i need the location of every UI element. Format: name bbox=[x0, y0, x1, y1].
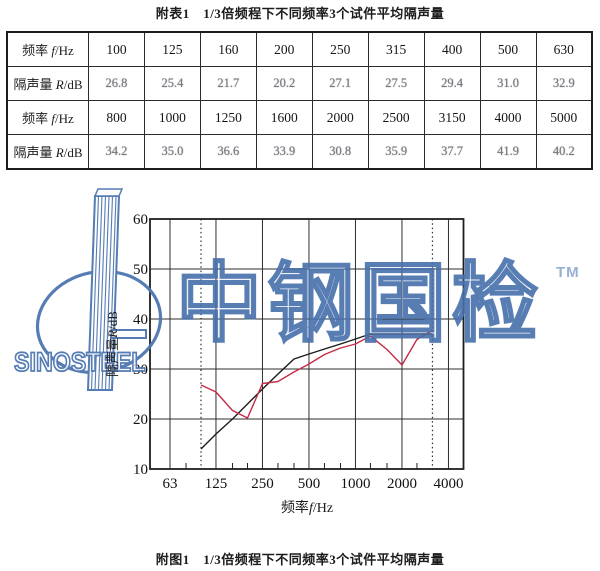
reference-curve bbox=[200, 333, 433, 450]
row-header-text: 频率 bbox=[22, 111, 52, 126]
row-header-text: /dB bbox=[63, 77, 83, 92]
y-tick-label: 60 bbox=[133, 212, 148, 228]
x-tick-label: 125 bbox=[205, 476, 228, 492]
table-value-cell: 25.4 bbox=[143, 66, 201, 101]
table-value-cell: 5000 bbox=[535, 100, 593, 135]
row-header-text: R bbox=[55, 145, 64, 160]
table-value-cell: 37.7 bbox=[423, 134, 481, 170]
x-tick-label: 500 bbox=[298, 476, 321, 492]
row-header-text: /dB bbox=[63, 145, 83, 160]
y-tick-label: 20 bbox=[133, 412, 148, 428]
x-tick-label: 250 bbox=[251, 476, 274, 492]
x-axis-label: 频率f/Hz bbox=[150, 497, 464, 517]
table-row: 隔声量 R/dB 26.8 25.4 21.7 20.2 27.1 27.5 29.4 31.0… bbox=[6, 66, 593, 101]
table-value-cell: 1000 bbox=[143, 100, 201, 135]
table-value-cell: 100 bbox=[88, 31, 145, 67]
row-header-cell: 隔声量 R/dB bbox=[6, 134, 89, 170]
table-title: 附表1 1/3倍频程下不同频率3个试件平均隔声量 bbox=[155, 6, 445, 21]
table-value-cell: 200 bbox=[255, 31, 313, 67]
table-value-cell: 35.9 bbox=[367, 134, 425, 170]
figure-caption: 附图1 1/3倍频程下不同频率3个试件平均隔声量 bbox=[155, 552, 445, 567]
x-tick-label: 63 bbox=[163, 476, 178, 492]
y-axis-unit: /dB bbox=[105, 311, 120, 330]
x-tick-label: 1000 bbox=[340, 476, 370, 492]
x-axis-unit: /Hz bbox=[312, 501, 334, 516]
table-value-cell: 800 bbox=[88, 100, 145, 135]
row-header-cell: 隔声量 R/dB bbox=[6, 66, 89, 101]
y-axis-symbol: R bbox=[105, 329, 120, 338]
row-header-text: R bbox=[55, 77, 64, 92]
table-value-cell: 2500 bbox=[367, 100, 425, 135]
table-value-cell: 500 bbox=[479, 31, 537, 67]
y-axis-label: 隔声量R/dB bbox=[102, 284, 120, 404]
row-header-cell: 频率 f/Hz bbox=[6, 100, 89, 135]
row-header-text: /Hz bbox=[55, 111, 74, 126]
table-value-cell: 35.0 bbox=[143, 134, 201, 170]
row-header-text: 隔声量 bbox=[13, 145, 56, 160]
table-row: 频率 f/Hz 800 1000 1250 1600 2000 2500 3150 4000 50… bbox=[6, 100, 593, 135]
y-tick-label: 40 bbox=[133, 312, 148, 328]
table-row: 频率 f/Hz 100 125 160 200 250 315 400 500 630 bbox=[6, 31, 593, 67]
x-axis-symbol: f bbox=[308, 501, 313, 516]
row-header-text: f bbox=[51, 43, 56, 58]
row-header-text: f bbox=[51, 111, 56, 126]
table-value-cell: 1600 bbox=[255, 100, 313, 135]
table-value-cell: 36.6 bbox=[199, 134, 257, 170]
watermark-tm-mark: TM bbox=[556, 264, 580, 281]
table-value-cell: 41.9 bbox=[479, 134, 537, 170]
watermark-brand-text: 中钢国检 bbox=[175, 256, 544, 352]
table-value-cell: 3150 bbox=[423, 100, 481, 135]
table-value-cell: 27.5 bbox=[367, 66, 425, 101]
acoustic-data-table: 频率 f/Hz 100 125 160 200 250 315 400 500 630 隔声量 R/… bbox=[6, 31, 593, 170]
x-tick-label: 4000 bbox=[433, 476, 463, 492]
table-row: 隔声量 R/dB 34.2 35.0 36.6 33.9 30.8 35.9 37.7 41.9… bbox=[6, 134, 593, 170]
row-header-text: /Hz bbox=[55, 43, 74, 58]
table-value-cell: 40.2 bbox=[535, 134, 593, 170]
table-value-cell: 2000 bbox=[311, 100, 369, 135]
table-value-cell: 250 bbox=[311, 31, 369, 67]
y-tick-label: 10 bbox=[133, 462, 148, 478]
row-header-text: 频率 bbox=[22, 43, 52, 58]
table-value-cell: 32.9 bbox=[535, 66, 593, 101]
x-axis-label-text: 频率 bbox=[280, 501, 309, 516]
watermark-sinosteel-text: SINOSTEEL bbox=[13, 346, 146, 378]
y-tick-label: 30 bbox=[133, 362, 148, 378]
y-tick-label: 50 bbox=[133, 262, 148, 278]
table-value-cell: 26.8 bbox=[88, 66, 145, 101]
x-tick-label: 2000 bbox=[387, 476, 417, 492]
row-header-cell: 频率 f/Hz bbox=[6, 31, 89, 67]
table-value-cell: 1250 bbox=[199, 100, 257, 135]
table-value-cell: 160 bbox=[199, 31, 257, 67]
table-value-cell: 30.8 bbox=[311, 134, 369, 170]
y-axis-label-text: 隔声量 bbox=[105, 337, 120, 377]
row-header-text: 隔声量 bbox=[13, 77, 56, 92]
measured-average-R bbox=[200, 329, 433, 419]
table-value-cell: 315 bbox=[367, 31, 425, 67]
table-value-cell: 21.7 bbox=[199, 66, 257, 101]
